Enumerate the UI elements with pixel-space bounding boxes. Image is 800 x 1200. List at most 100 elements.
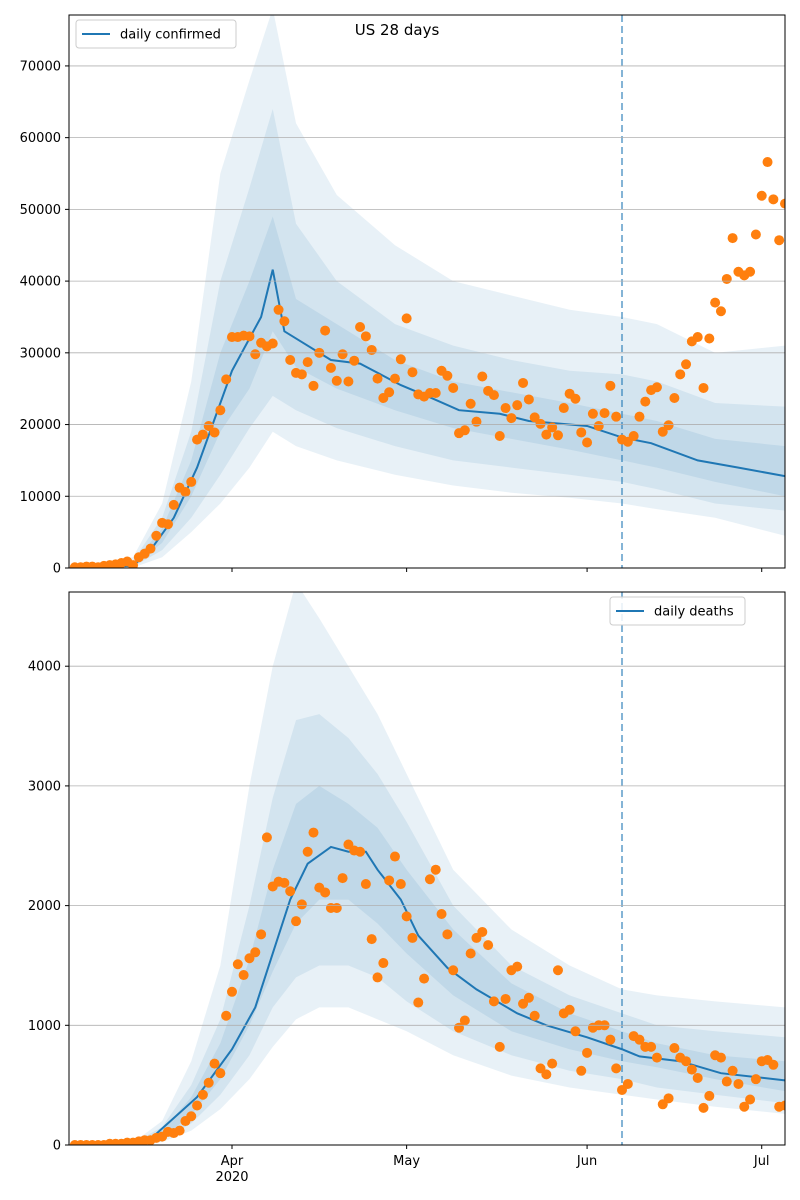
observed-point <box>360 879 371 890</box>
model-line <box>74 845 785 1145</box>
observed-point <box>663 1093 674 1104</box>
observed-point <box>541 429 552 440</box>
observed-point <box>500 403 511 414</box>
y-tick-label: 20000 <box>20 418 61 433</box>
observed-point <box>721 1076 732 1087</box>
observed-point <box>774 235 785 246</box>
observed-point <box>186 476 197 487</box>
observed-point <box>337 349 348 360</box>
observed-point <box>471 416 482 427</box>
observed-point <box>494 1041 505 1052</box>
observed-point <box>762 157 773 168</box>
observed-point <box>745 266 756 277</box>
observed-point <box>267 338 278 349</box>
observed-point <box>733 1078 744 1089</box>
observed-point <box>710 297 721 308</box>
y-tick-label: 3000 <box>28 779 61 794</box>
legend-box <box>75 19 237 49</box>
observed-point <box>162 519 173 530</box>
observed-point <box>663 420 674 431</box>
observed-point <box>611 411 622 422</box>
observed-point <box>430 864 441 875</box>
observed-point <box>698 1102 709 1113</box>
observed-point <box>401 911 412 922</box>
observed-point <box>488 390 499 401</box>
observed-point <box>343 376 354 387</box>
observed-point <box>692 332 703 343</box>
plot-area <box>69 15 785 568</box>
observed-point <box>686 1064 697 1075</box>
y-tick-label: 0 <box>53 562 61 577</box>
observed-point <box>582 1047 593 1058</box>
x-tick-label: Apr 2020 <box>215 1154 248 1185</box>
observed-point <box>209 1058 220 1069</box>
observed-point <box>384 387 395 398</box>
observed-point <box>424 874 435 885</box>
observed-point <box>459 425 470 436</box>
observed-point <box>337 873 348 884</box>
observed-point <box>145 543 156 554</box>
observed-point <box>448 965 459 976</box>
observed-point <box>681 1056 692 1067</box>
observed-point <box>197 429 208 440</box>
y-tick-label: 70000 <box>20 59 61 74</box>
observed-point <box>192 1100 203 1111</box>
observed-point <box>296 369 307 380</box>
observed-point <box>628 431 639 442</box>
observed-point <box>727 233 738 244</box>
observed-point <box>704 333 715 344</box>
plot-area <box>69 592 785 1145</box>
observed-point <box>168 499 179 510</box>
observed-point <box>250 349 261 360</box>
observed-point <box>698 382 709 393</box>
observed-point <box>739 1101 750 1112</box>
observed-point <box>512 400 523 411</box>
observed-point <box>349 355 360 366</box>
observed-point <box>646 1041 657 1052</box>
observed-point <box>529 412 540 423</box>
observed-point <box>232 959 243 970</box>
x-tick-label: May <box>393 1154 420 1169</box>
observed-point <box>221 1010 232 1021</box>
observed-point <box>285 354 296 365</box>
chart-title: US 28 days <box>355 21 440 39</box>
observed-point <box>721 273 732 284</box>
observed-point <box>506 413 517 424</box>
quantile-band <box>74 592 785 1145</box>
observed-point <box>331 375 342 386</box>
observed-point <box>780 1100 785 1111</box>
observed-point <box>215 405 226 416</box>
observed-point <box>186 1111 197 1122</box>
observed-point <box>634 1034 645 1045</box>
observed-point <box>576 427 587 438</box>
observed-point <box>494 431 505 442</box>
observed-point <box>564 1004 575 1015</box>
observed-point <box>611 1063 622 1074</box>
observed-point <box>587 408 598 419</box>
observed-point <box>372 972 383 983</box>
x-tick-label: Jun <box>576 1154 597 1169</box>
observed-point <box>523 992 534 1003</box>
observed-point <box>291 916 302 927</box>
observed-point <box>651 1052 662 1063</box>
observed-point <box>331 903 342 913</box>
observed-point <box>552 430 563 441</box>
observed-point <box>465 398 476 409</box>
observed-point <box>547 1058 558 1069</box>
quantile-band <box>74 15 785 568</box>
observed-point <box>366 344 377 355</box>
observed-point <box>477 926 488 937</box>
observed-point <box>657 426 668 437</box>
observed-point <box>256 929 267 940</box>
observed-point <box>419 973 430 984</box>
observed-point <box>483 940 494 951</box>
legend-label: daily confirmed <box>120 28 221 43</box>
observed-point <box>750 1074 761 1085</box>
observed-point <box>273 304 284 315</box>
axes-frame <box>68 14 786 569</box>
observed-point <box>442 929 453 940</box>
observed-point <box>715 1052 726 1063</box>
y-tick-label: 0 <box>53 1139 61 1154</box>
y-tick-label: 60000 <box>20 131 61 146</box>
observed-point <box>238 970 249 981</box>
